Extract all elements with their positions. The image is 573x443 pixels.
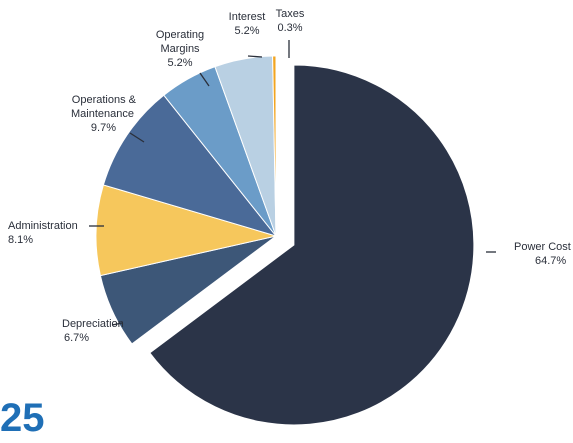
slice-label-operating-margins-line-1: Margins bbox=[160, 43, 200, 55]
pie-slices bbox=[95, 55, 475, 426]
slice-taxes bbox=[272, 55, 277, 237]
slice-label-operating-margins-line-0: Operating bbox=[156, 29, 204, 41]
slice-value-operations-and-maintenance: 9.7% bbox=[91, 122, 116, 134]
slice-label-taxes: Taxes bbox=[276, 8, 305, 20]
slice-label-power-cost: Power Cost bbox=[514, 241, 571, 253]
slice-value-depreciation: 6.7% bbox=[64, 332, 89, 344]
leader-line-depreciation bbox=[111, 322, 123, 326]
leader-line-operating-margins bbox=[199, 72, 210, 87]
page-number: 25 bbox=[0, 396, 45, 440]
slice-label-operations-and-maintenance-line-0: Operations & bbox=[72, 94, 137, 106]
slice-labels: Power Cost 64.7% Depreciation 6.7% Administr… bbox=[8, 8, 571, 344]
slice-operations-and-maintenance bbox=[102, 94, 278, 237]
slice-value-operating-margins: 5.2% bbox=[167, 57, 192, 69]
leader-line-interest bbox=[247, 55, 263, 58]
slice-value-taxes: 0.3% bbox=[277, 22, 302, 34]
slice-label-operations-and-maintenance-line-1: Maintenance bbox=[71, 108, 134, 120]
slice-label-depreciation: Depreciation bbox=[62, 318, 124, 330]
leader-line-operations-and-maintenance bbox=[129, 132, 145, 143]
slice-value-power-cost: 64.7% bbox=[535, 255, 566, 267]
slice-label-interest: Interest bbox=[229, 11, 266, 23]
slice-value-administration: 8.1% bbox=[8, 234, 33, 246]
slice-label-administration: Administration bbox=[8, 220, 78, 232]
slice-power-cost bbox=[149, 64, 475, 426]
slice-administration bbox=[95, 184, 278, 277]
slice-value-interest: 5.2% bbox=[234, 25, 259, 37]
